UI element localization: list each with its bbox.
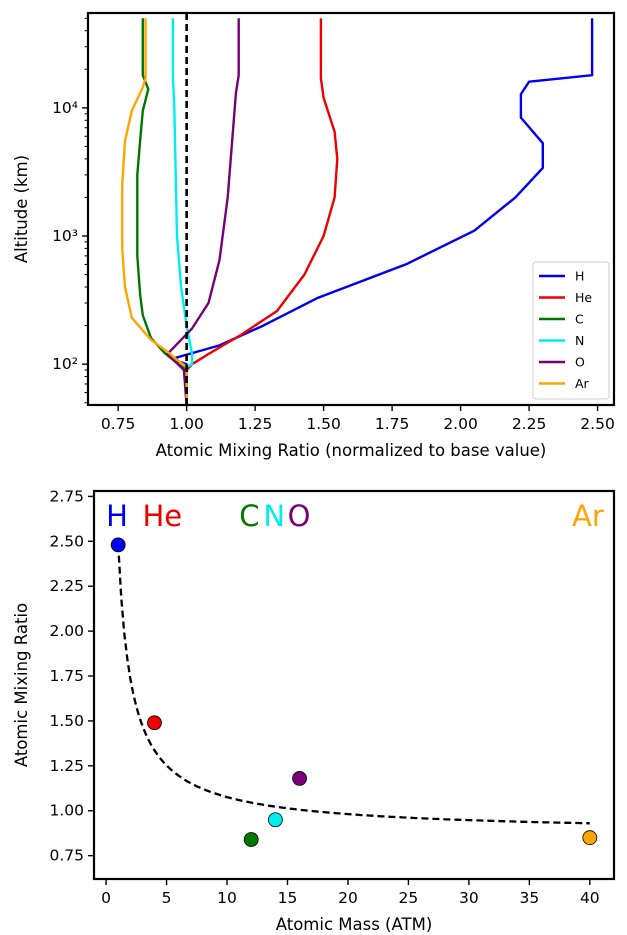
element-label-o: O [288,499,311,533]
point-o [292,771,307,786]
legend-label-c: C [575,312,584,327]
x-tick-label: 40 [580,889,600,907]
x-tick-label: 1.00 [169,415,204,433]
x-tick-label: 2.50 [580,415,615,433]
x-tick-label: 5 [162,889,172,907]
x-tick-label: 0.75 [101,415,136,433]
legend-label-o: O [575,355,585,370]
y-tick-label: 10⁴ [52,99,78,117]
series-line-ar [121,18,188,405]
plot-frame [86,11,616,407]
y-ticks: 10² 10³ 10⁴ [52,17,88,404]
y-tick-label: 1.50 [49,712,84,730]
y-tick-label: 10² [52,355,78,373]
x-tick-label: 2.25 [512,415,547,433]
y-tick-label: 2.75 [49,487,84,505]
y-tick-label: 1.25 [49,757,84,775]
point-n [267,812,283,828]
element-label-he: He [142,499,182,533]
element-label-ar: Ar [572,499,604,533]
series-line-he [185,18,339,405]
x-tick-label: 20 [338,889,358,907]
x-axis-label: Atomic Mixing Ratio (normalized to base … [156,441,547,460]
element-points [110,537,598,847]
legend-label-ar: Ar [575,376,590,391]
x-tick-label: 1.25 [238,415,273,433]
profile-lines [121,18,594,406]
point-h [110,537,126,553]
x-ticks: 0.75 1.00 1.25 1.50 1.75 2.00 2.25 2.50 [101,405,615,433]
x-ticks: 0 5 10 15 20 25 30 35 40 [101,879,600,907]
y-tick-label: 10³ [52,227,78,245]
legend-label-he: He [575,290,592,305]
x-tick-label: 1.50 [306,415,341,433]
y-tick-label: 2.25 [49,577,84,595]
legend-label-n: N [575,333,584,348]
y-axis-label: Atomic Mixing Ratio [12,603,31,767]
y-tick-label: 1.00 [49,802,84,820]
element-label-n: N [263,499,285,533]
plot-frame [92,489,616,881]
legend-label-h: H [575,269,584,284]
y-ticks: 0.75 1.00 1.25 1.50 1.75 2.00 2.25 2.50 2.75 [49,487,94,865]
point-c [243,832,259,847]
x-tick-label: 25 [399,889,419,907]
point-ar [582,830,598,846]
series-line-n [171,18,194,405]
mass-ratio-chart: H He C N O Ar 0 5 10 15 20 25 30 35 40 0.75 1.00 1.25 1.… [12,487,616,934]
x-tick-label: 0 [101,889,111,907]
y-tick-label: 0.75 [49,847,84,865]
y-axis-label: Altitude (km) [12,155,31,263]
y-tick-label: 1.75 [49,667,84,685]
x-tick-label: 2.00 [443,415,478,433]
legend: H He CNO Ar [532,261,610,400]
x-axis-label: Atomic Mass (ATM) [276,915,433,934]
x-tick-label: 15 [278,889,298,907]
series-line-o [166,18,240,406]
element-label-c: C [239,499,259,533]
element-label-h: H [106,499,128,533]
fit-curve [117,544,590,825]
y-tick-label: 2.50 [49,532,84,550]
x-tick-label: 30 [459,889,479,907]
y-tick-label: 2.00 [49,622,84,640]
legend-box [532,261,610,400]
x-tick-label: 35 [519,889,539,907]
x-tick-label: 10 [217,889,237,907]
point-he [147,715,162,731]
element-labels: H He C N O Ar [106,499,604,533]
x-tick-label: 1.75 [375,415,410,433]
altitude-profile-chart: 0.75 1.00 1.25 1.50 1.75 2.00 2.25 2.50 10²10³1… [12,11,616,460]
